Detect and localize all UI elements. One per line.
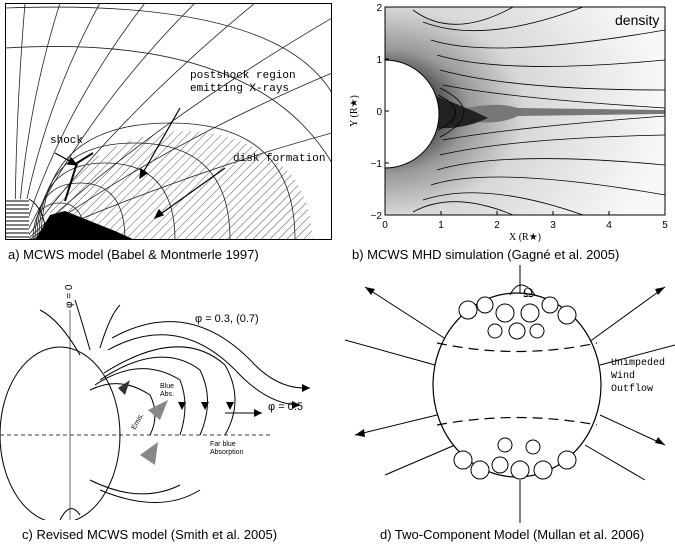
y-tick-label: 0 [376, 107, 382, 118]
absorption-blob [148, 400, 168, 420]
phi0-label: φ = 0 [64, 284, 75, 308]
phi05-label: φ = 0.5 [268, 401, 303, 413]
x-axis-label: X (R★) [509, 232, 541, 243]
shock-line [64, 152, 94, 202]
x-tick-label: 3 [550, 220, 556, 231]
caption-d: d) Two-Component Model (Mullan et al. 20… [380, 527, 645, 542]
unimpeded-label-1: Unimpeded [611, 357, 665, 369]
x-tick-label: 5 [662, 220, 668, 231]
panel-b: 2 1 0 −1 −2 0 1 2 3 4 5 X (R★) Y (R★) de… [343, 0, 675, 246]
y-tick-label: −2 [371, 211, 383, 222]
y-tick-label: −1 [371, 159, 383, 170]
star-disk [385, 59, 440, 169]
star [6, 198, 48, 239]
blue-abs-label-1: Blue [160, 383, 174, 390]
disk [35, 211, 133, 239]
postshock-label-2: emitting X-rays [190, 83, 289, 95]
panel-a: postshock region emitting X-rays shock d… [5, 3, 332, 240]
emission-blob [118, 380, 130, 395]
phi03-label: φ = 0.3, (0.7) [195, 313, 259, 325]
star-circle [0, 346, 121, 520]
x-tick-label: 0 [382, 220, 388, 231]
panel-d-figure: Ω Unimpeded Wind Outflow [345, 265, 675, 523]
postshock-label-1: postshock region [190, 70, 296, 82]
disk-arrow [154, 167, 226, 219]
panel-c-figure: φ = 0 φ = 0.3, (0.7) φ = 0.5 Blue Abs. E… [0, 284, 311, 520]
rotation-arc [509, 284, 536, 296]
panel-b-figure: 2 1 0 −1 −2 0 1 2 3 4 5 X (R★) Y (R★) de… [349, 3, 668, 243]
field-lines [6, 4, 331, 239]
blue-abs-label-2: Abs. [160, 391, 174, 398]
polar-bumps [453, 296, 577, 480]
mhd-field-lines [412, 7, 665, 215]
panel-d: Ω Unimpeded Wind Outflow [345, 265, 675, 523]
x-tick-label: 4 [606, 220, 612, 231]
unimpeded-label-2: Wind [611, 370, 635, 382]
disk-label: disk formation [233, 153, 325, 165]
absorption-blob-lower [140, 442, 158, 465]
omega-label: Ω [523, 286, 533, 301]
caption-c: c) Revised MCWS model (Smith et al. 2005… [22, 527, 278, 542]
postshock-arrow [139, 107, 181, 179]
density-streamer [453, 104, 665, 123]
panel-a-figure: postshock region emitting X-rays shock d… [5, 3, 332, 240]
x-tick-label: 1 [438, 220, 444, 231]
lower-band [436, 416, 598, 426]
unimpeded-label-3: Outflow [611, 383, 653, 395]
outflow-lines [345, 265, 675, 523]
caption-b: b) MCWS MHD simulation (Gagné et al. 200… [352, 247, 620, 262]
far-blue-label-1: Far blue [210, 441, 236, 448]
upper-band [436, 342, 598, 353]
density-label: density [615, 12, 659, 28]
density-core [433, 95, 488, 129]
emis-label: Emis. [131, 412, 146, 431]
star-sphere [432, 292, 602, 478]
far-blue-label-2: Absorption [210, 449, 244, 456]
panel-c: φ = 0 φ = 0.3, (0.7) φ = 0.5 Blue Abs. E… [0, 270, 330, 520]
y-tick-label: 1 [376, 55, 382, 66]
y-axis-label: Y (R★) [349, 95, 360, 127]
shock-label: shock [50, 135, 83, 147]
x-tick-label: 2 [494, 220, 500, 231]
caption-a: a) MCWS model (Babel & Montmerle 1997) [8, 247, 259, 262]
y-tick-label: 2 [376, 3, 382, 14]
field-loops [39, 299, 311, 520]
